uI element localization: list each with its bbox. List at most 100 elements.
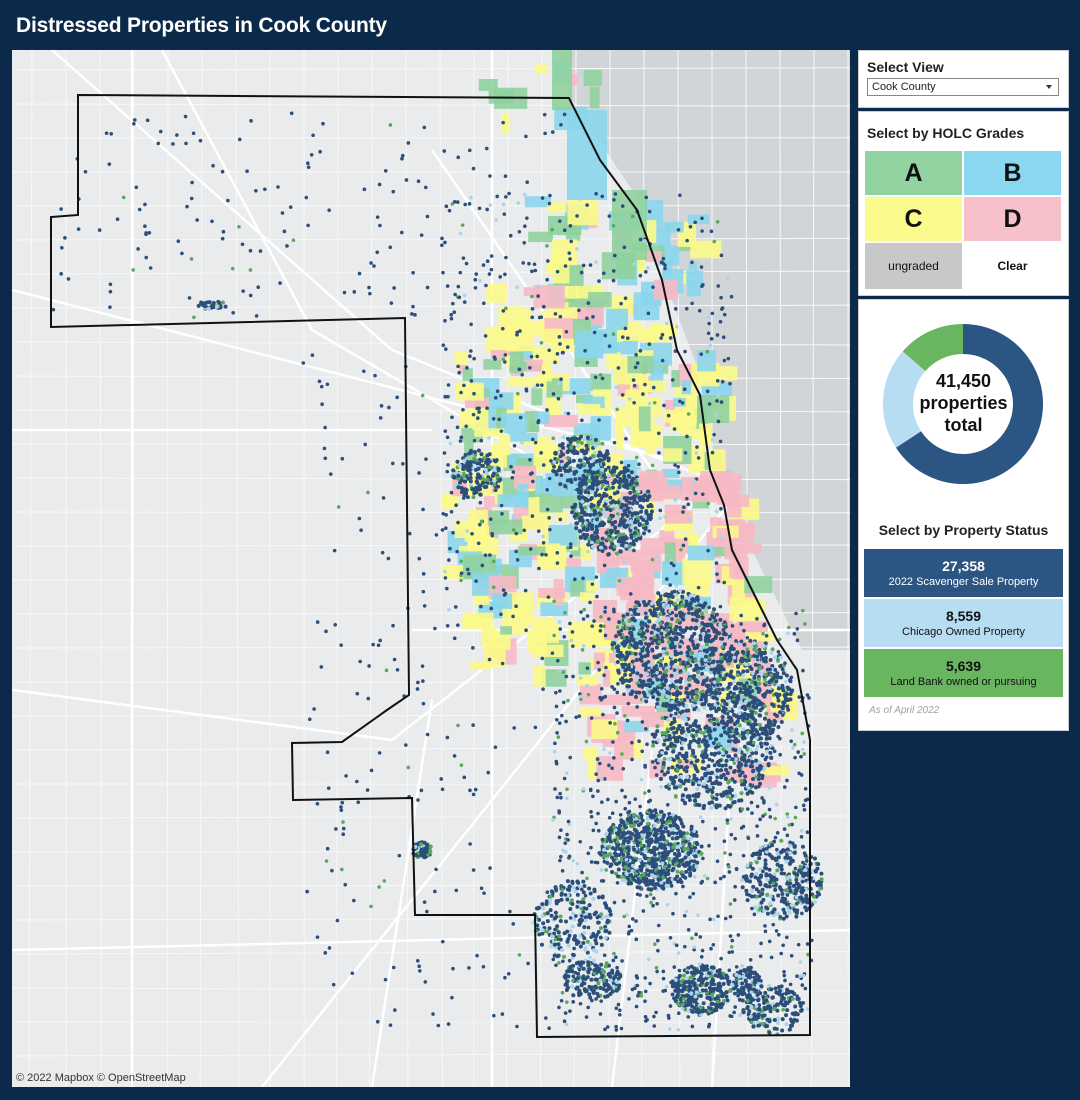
holc-zone [688, 262, 698, 275]
property-dot [511, 922, 516, 926]
property-dot [392, 286, 396, 290]
road [12, 884, 850, 887]
property-dot [772, 907, 777, 912]
property-dot [144, 231, 148, 235]
property-dot [631, 476, 636, 481]
property-dot [769, 755, 774, 760]
property-dot [676, 227, 681, 232]
property-dot [656, 431, 661, 436]
property-dot [459, 559, 463, 564]
property-dot [708, 706, 713, 711]
road [12, 1053, 850, 1057]
property-dot [617, 523, 622, 528]
property-dot [673, 601, 678, 606]
property-dot [745, 898, 750, 903]
property-dot [476, 448, 481, 453]
property-dot [699, 265, 704, 269]
property-dot [653, 808, 658, 813]
property-dot [458, 231, 463, 236]
property-dot [671, 859, 676, 864]
property-dot [318, 149, 322, 154]
property-dot [652, 852, 657, 857]
property-dot [399, 230, 404, 235]
property-dot [189, 257, 194, 261]
property-dot [753, 662, 758, 667]
property-dot [663, 263, 667, 267]
property-dot [725, 731, 730, 736]
property-dot [482, 301, 486, 306]
property-dot [788, 691, 793, 696]
property-dot [324, 859, 329, 863]
property-dot [536, 420, 540, 425]
holc-zone [587, 291, 612, 308]
holc-zone [501, 413, 527, 434]
property-dot [716, 419, 721, 424]
property-dot [357, 271, 362, 276]
property-dot [674, 583, 679, 588]
property-dot [590, 582, 595, 586]
property-dot [762, 716, 767, 721]
property-dot [704, 666, 709, 671]
property-dot [712, 727, 717, 732]
property-dot [393, 1008, 397, 1012]
property-dot [581, 480, 586, 485]
property-dot [736, 739, 741, 744]
property-dot [632, 548, 636, 553]
property-dot [400, 156, 404, 161]
property-dot [707, 321, 711, 326]
property-dot [555, 561, 560, 565]
property-dot [481, 964, 486, 969]
property-dot [468, 842, 472, 846]
property-dot [559, 377, 563, 381]
holc-zone [606, 308, 628, 331]
property-dot [598, 451, 603, 456]
property-dot [683, 451, 688, 455]
property-dot [690, 634, 695, 639]
property-dot [319, 384, 324, 389]
property-dot [220, 169, 225, 174]
property-dot [680, 737, 685, 742]
map-view[interactable]: © 2022 Mapbox © OpenStreetMap [12, 50, 850, 1087]
property-dot [745, 647, 750, 652]
property-dot [517, 367, 522, 372]
property-dot [693, 798, 698, 803]
property-dot [653, 885, 658, 890]
property-dot [187, 296, 192, 300]
property-dot [562, 466, 567, 471]
property-dot [561, 435, 566, 440]
property-dot [667, 707, 672, 712]
property-dot [488, 553, 492, 557]
property-dot [452, 754, 457, 758]
property-dot [531, 437, 535, 442]
property-dot [763, 741, 768, 746]
property-dot [440, 787, 445, 792]
property-dot [658, 877, 663, 882]
map-canvas[interactable] [12, 50, 850, 1087]
property-dot [715, 399, 719, 403]
property-dot [682, 387, 687, 392]
property-dot [615, 660, 620, 665]
property-dot [677, 702, 682, 707]
property-dot [433, 626, 437, 631]
property-dot [489, 606, 494, 611]
holc-zone [567, 110, 607, 200]
road [12, 237, 850, 241]
holc-zone [616, 259, 635, 271]
property-dot [536, 284, 541, 288]
property-dot [383, 168, 388, 173]
property-dot [598, 457, 603, 462]
holc-zone [562, 285, 579, 299]
property-dot [665, 686, 670, 691]
property-dot [714, 561, 719, 565]
property-dot [700, 776, 705, 781]
property-dot [694, 733, 699, 738]
property-dot [612, 544, 617, 549]
property-dot [658, 777, 663, 782]
property-dot [679, 746, 684, 751]
property-dot [550, 651, 555, 655]
property-dot [649, 636, 654, 641]
property-dot [381, 496, 386, 500]
property-dot [442, 451, 447, 455]
property-dot [490, 531, 494, 536]
property-dot [699, 666, 704, 671]
